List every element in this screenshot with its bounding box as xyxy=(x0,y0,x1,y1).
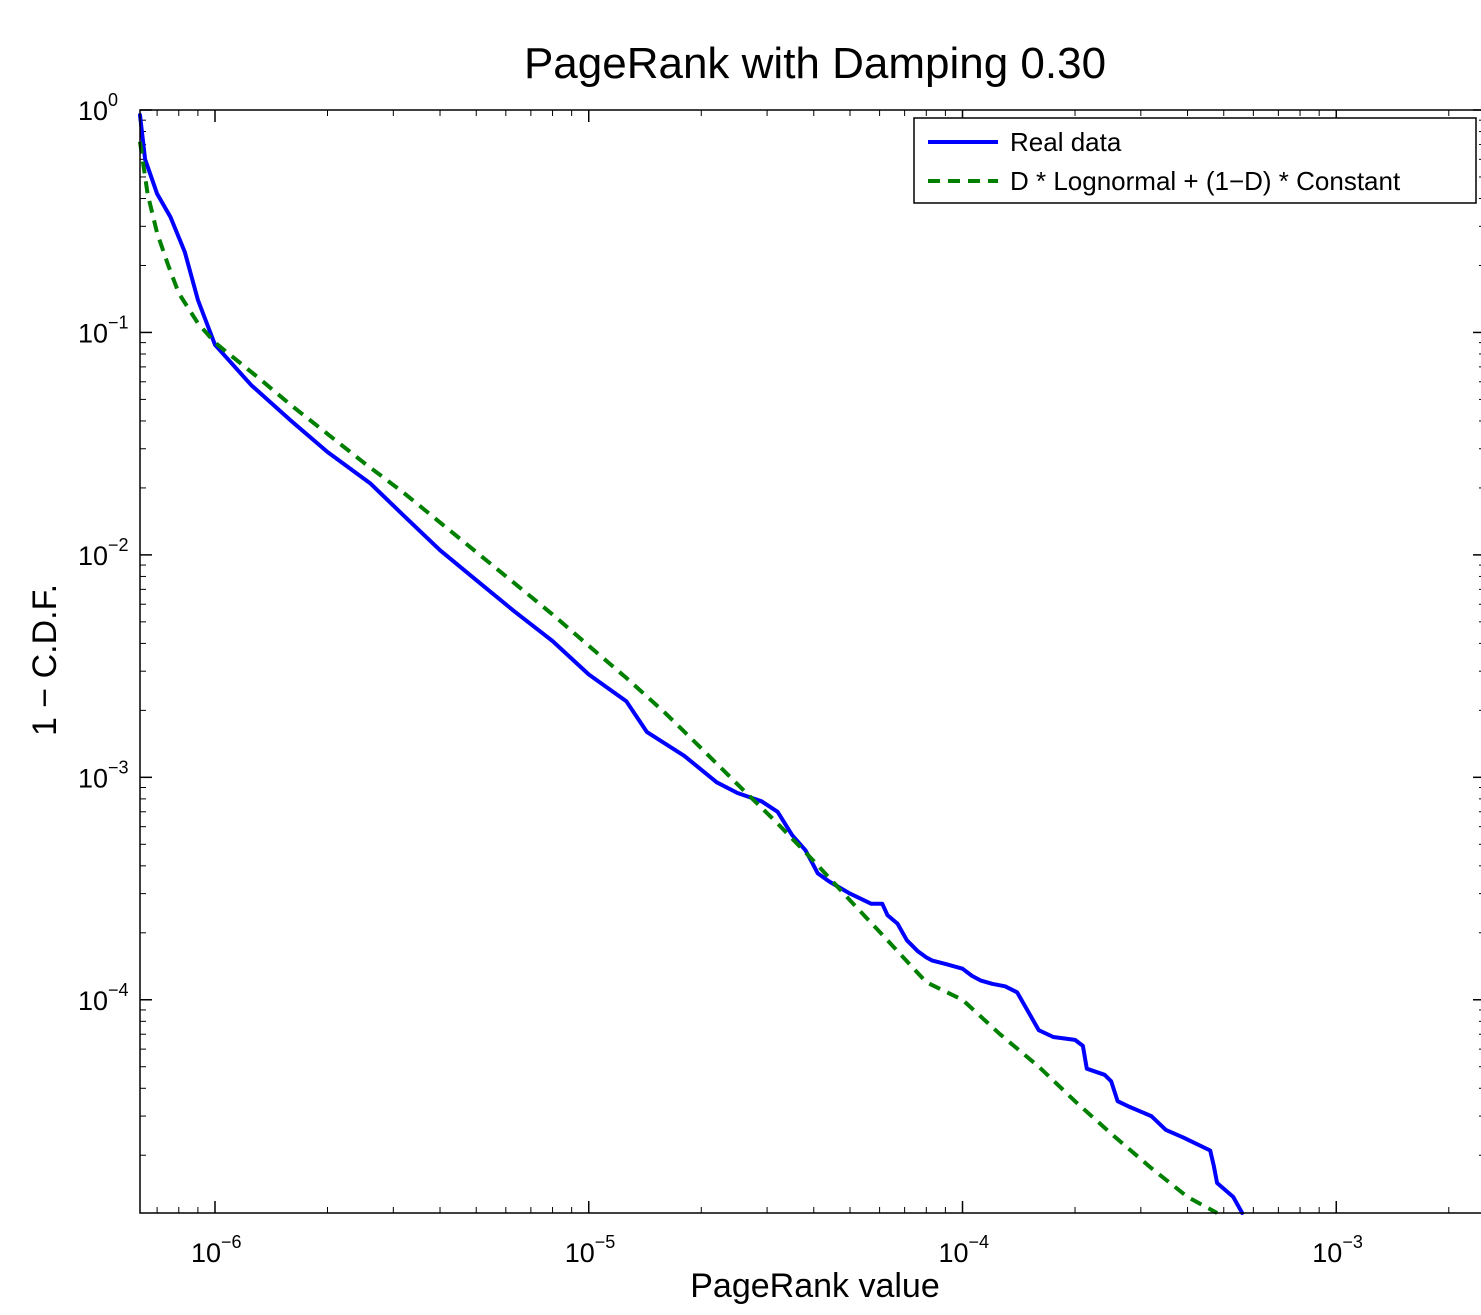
series-lines xyxy=(138,113,1245,1215)
y-tick-label: 100 xyxy=(78,90,118,126)
series-line-real-data xyxy=(138,113,1245,1215)
y-axis-label: 1 − C.D.F. xyxy=(26,584,64,736)
x-tick-label: 10−6 xyxy=(191,1232,242,1268)
ticks: 10−6 10−5 10−4 10−3 100 10−1 10−2 10−3 10−4 xyxy=(78,90,1481,1268)
chart-title: PageRank with Damping 0.30 xyxy=(524,39,1106,88)
y-tick-label: 10−2 xyxy=(78,535,129,571)
legend-label-real-data: Real data xyxy=(1010,127,1122,157)
y-tick-label: 10−1 xyxy=(78,312,129,348)
x-tick-label: 10−5 xyxy=(565,1232,616,1268)
legend: Real data D * Lognormal + (1−D) * Consta… xyxy=(913,117,1477,204)
legend-label-lognormal-fit: D * Lognormal + (1−D) * Constant xyxy=(1010,166,1401,196)
legend-box xyxy=(913,117,1477,204)
x-tick-label: 10−3 xyxy=(1312,1232,1363,1268)
plot-frame xyxy=(139,109,1481,1214)
y-tick-label: 10−3 xyxy=(78,757,129,793)
y-tick-label: 10−4 xyxy=(78,980,129,1016)
x-tick-label: 10−4 xyxy=(939,1232,990,1268)
x-axis-label: PageRank value xyxy=(690,1267,940,1305)
series-line-lognormal-fit xyxy=(138,141,1219,1215)
